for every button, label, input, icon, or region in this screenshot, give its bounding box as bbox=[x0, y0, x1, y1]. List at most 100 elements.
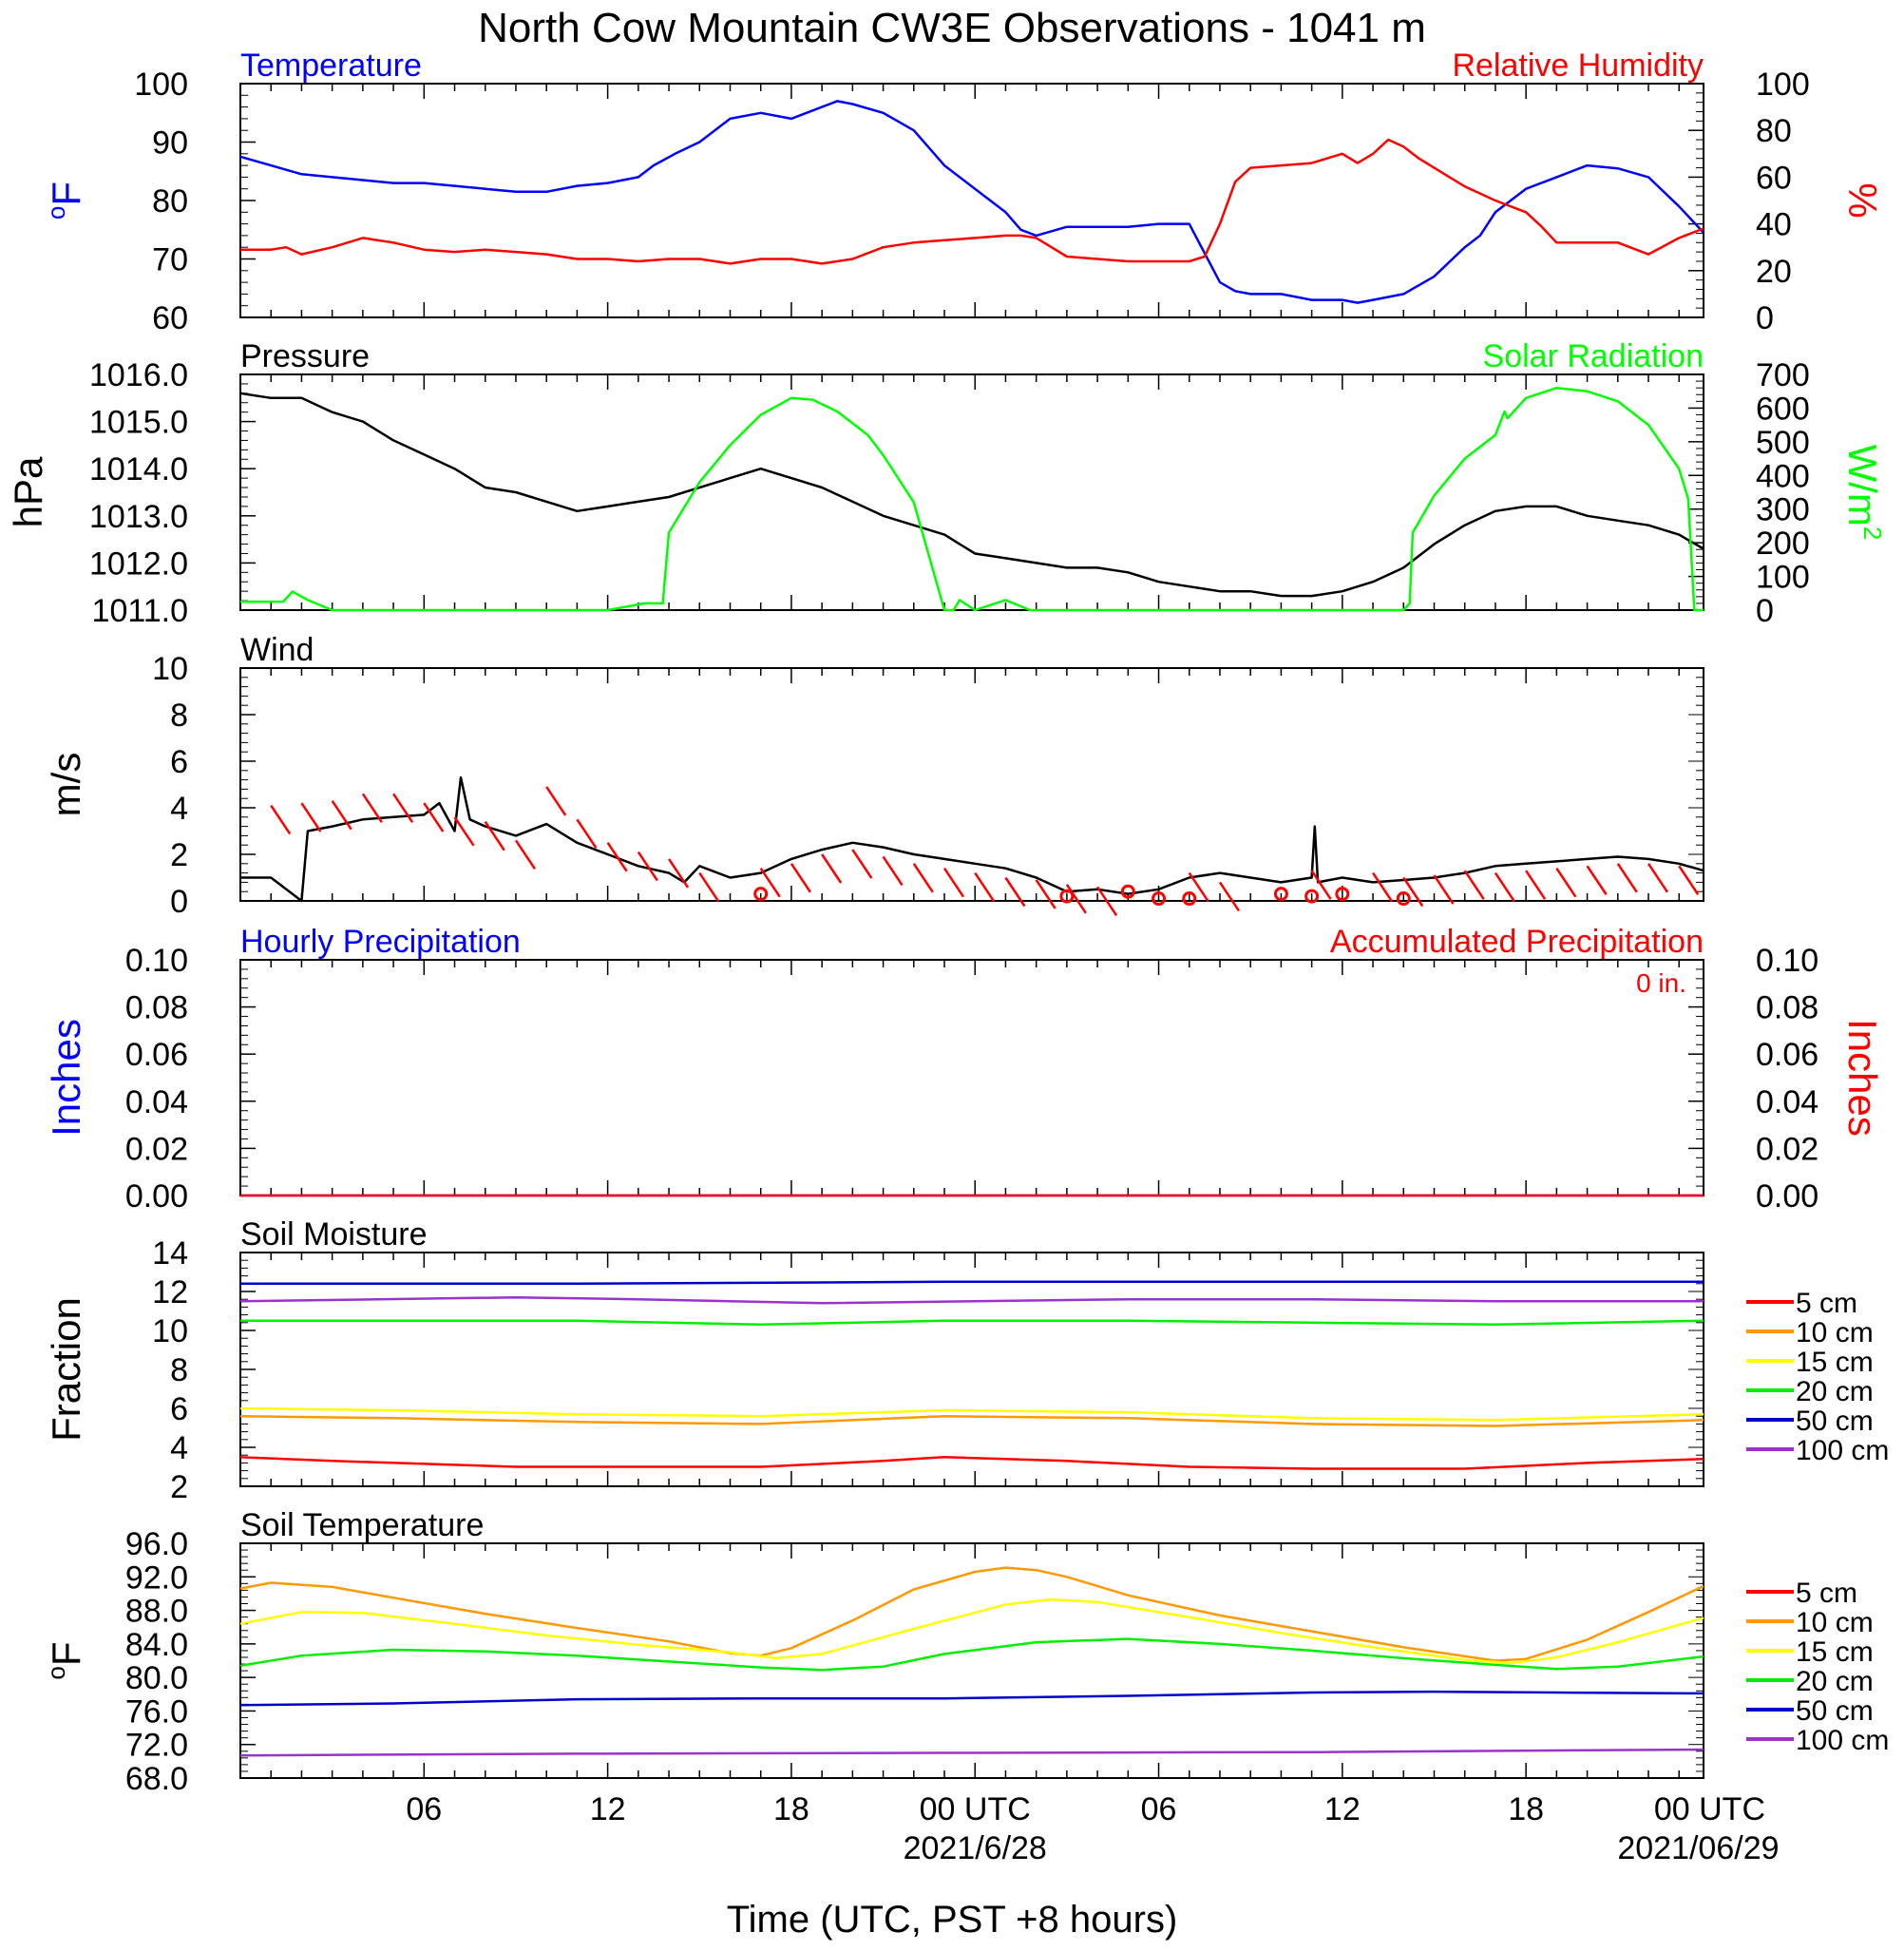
wind-barb bbox=[1372, 871, 1394, 903]
panel-title-left: Wind bbox=[240, 632, 314, 668]
y-tick-label-left: 8 bbox=[170, 698, 188, 734]
legend-label: 10 cm bbox=[1796, 1607, 1874, 1638]
y-tick-label-right: 40 bbox=[1756, 207, 1792, 243]
y-tick-label-left: 72.0 bbox=[125, 1728, 188, 1764]
y-tick-label-left: 84.0 bbox=[125, 1627, 188, 1663]
series-line-50-cm bbox=[240, 1280, 1704, 1286]
wind-barb bbox=[1402, 876, 1424, 908]
y-tick-label-right: 300 bbox=[1756, 492, 1810, 528]
calm-wind-marker bbox=[753, 887, 769, 902]
wind-barb bbox=[270, 804, 292, 835]
calm-wind-marker bbox=[1059, 889, 1075, 904]
x-date-label: 2021/06/29 bbox=[1617, 1830, 1779, 1866]
calm-wind-marker bbox=[1396, 891, 1411, 907]
y-tick-label-left: 80 bbox=[152, 183, 188, 220]
plot-frame bbox=[239, 667, 1704, 902]
wind-barb bbox=[392, 793, 414, 823]
series-line-5-cm bbox=[239, 1456, 1704, 1470]
y-tick-label-right: 500 bbox=[1756, 425, 1810, 461]
legend-label: 15 cm bbox=[1796, 1636, 1874, 1668]
wind-barb bbox=[606, 842, 628, 872]
y-tick-label-right: 60 bbox=[1756, 160, 1792, 196]
y-tick-label-right: 0.08 bbox=[1756, 990, 1818, 1026]
plot-frame bbox=[239, 83, 1704, 318]
plot-frame bbox=[239, 1542, 1704, 1779]
series-line-wind bbox=[240, 775, 1704, 903]
x-axis-label: Time (UTC, PST +8 hours) bbox=[727, 1899, 1178, 1941]
wind-barb bbox=[637, 851, 658, 882]
legend-label: 5 cm bbox=[1796, 1288, 1857, 1319]
y-tick-label-right: 600 bbox=[1756, 391, 1810, 427]
calm-wind-marker bbox=[1120, 884, 1135, 899]
wind-barb bbox=[668, 858, 690, 889]
wind-barb bbox=[1188, 871, 1209, 903]
y-tick-label-right: 100 bbox=[1756, 67, 1810, 103]
y-axis-label-left: m/s bbox=[44, 753, 88, 817]
y-tick-label-right: 0 bbox=[1756, 300, 1774, 336]
wind-barb bbox=[576, 818, 598, 849]
y-tick-label-right: 0.02 bbox=[1756, 1131, 1818, 1167]
y-tick-label-right: 0 bbox=[1756, 593, 1774, 629]
accumulated-total-label: 0 in. bbox=[1636, 968, 1686, 998]
y-axis-label-right: W/m2 bbox=[1840, 445, 1887, 541]
legend-label: 100 cm bbox=[1796, 1725, 1889, 1756]
y-tick-label-right: 0.04 bbox=[1756, 1084, 1818, 1120]
panel-3: 0.00 0.02 0.04 0.06 0.08 0.10 0.00 0.02 0.04 0.06… bbox=[44, 924, 1885, 1215]
y-axis-label-left: hPa bbox=[6, 456, 50, 527]
wind-barb bbox=[698, 871, 720, 903]
series-line-100-cm bbox=[239, 1748, 1704, 1757]
calm-wind-marker bbox=[1182, 891, 1197, 907]
y-tick-label-left: 0 bbox=[170, 884, 188, 920]
panel-title-right: Solar Radiation bbox=[1483, 338, 1704, 374]
wind-barb bbox=[942, 868, 965, 898]
legend-label: 10 cm bbox=[1796, 1317, 1874, 1348]
y-tick-label-right: 200 bbox=[1756, 526, 1810, 562]
series-line-solar-radiation bbox=[240, 386, 1704, 612]
y-tick-label-left: 2 bbox=[170, 1469, 188, 1505]
y-tick-label-left: 6 bbox=[170, 1391, 188, 1427]
series-line-15-cm bbox=[239, 1406, 1704, 1422]
x-tick-label: 00 UTC bbox=[920, 1791, 1031, 1827]
y-tick-label-left: 4 bbox=[170, 1430, 188, 1466]
y-tick-label-left: 10 bbox=[152, 1313, 188, 1349]
y-tick-label-left: 0.08 bbox=[125, 990, 188, 1026]
calm-wind-marker bbox=[1152, 891, 1167, 907]
wind-barb bbox=[1586, 865, 1608, 895]
wind-barb bbox=[974, 871, 996, 903]
y-axis-label-left: Inches bbox=[44, 1019, 88, 1137]
y-tick-label-left: 68.0 bbox=[125, 1761, 188, 1797]
wind-barb bbox=[484, 821, 505, 851]
wind-barb bbox=[453, 816, 475, 847]
wind-barb bbox=[882, 855, 904, 887]
wind-barb bbox=[1525, 870, 1547, 900]
wind-barb bbox=[1494, 871, 1515, 903]
y-tick-label-right: 0.00 bbox=[1756, 1178, 1818, 1215]
x-tick-label: 12 bbox=[590, 1791, 626, 1827]
panel-2: 0 2 4 6 8 10 Wind m/s bbox=[44, 632, 1704, 920]
wind-barb bbox=[1555, 868, 1577, 898]
y-axis-label-left: oF bbox=[42, 1641, 88, 1679]
y-tick-label-right: 20 bbox=[1756, 254, 1792, 290]
y-tick-label-left: 1011.0 bbox=[92, 593, 188, 629]
y-tick-label-right: 400 bbox=[1756, 458, 1810, 494]
wind-barb bbox=[790, 863, 811, 893]
y-tick-label-left: 90 bbox=[152, 125, 188, 162]
figure-title: North Cow Mountain CW3E Observations - 1… bbox=[478, 5, 1426, 51]
y-tick-label-left: 0.10 bbox=[125, 943, 188, 979]
x-date-label: 2021/6/28 bbox=[904, 1830, 1047, 1866]
series-line-10-cm bbox=[239, 1566, 1704, 1662]
wind-barb bbox=[1647, 863, 1669, 893]
x-tick-label: 18 bbox=[773, 1791, 809, 1827]
panel-title-left: Hourly Precipitation bbox=[240, 924, 521, 960]
y-axis-label-left: oF bbox=[42, 182, 88, 220]
calm-wind-marker bbox=[1273, 887, 1288, 902]
y-axis-label-right: Inches bbox=[1840, 1019, 1885, 1137]
y-tick-label-left: 0.02 bbox=[125, 1131, 188, 1167]
wind-barb bbox=[1433, 874, 1455, 905]
y-tick-label-right: 80 bbox=[1756, 113, 1792, 149]
wind-barb bbox=[423, 802, 445, 832]
wind-barb bbox=[1035, 879, 1057, 909]
panel-5: 68.072.076.080.084.088.092.096.0 Soil Tem… bbox=[42, 1507, 1889, 1797]
